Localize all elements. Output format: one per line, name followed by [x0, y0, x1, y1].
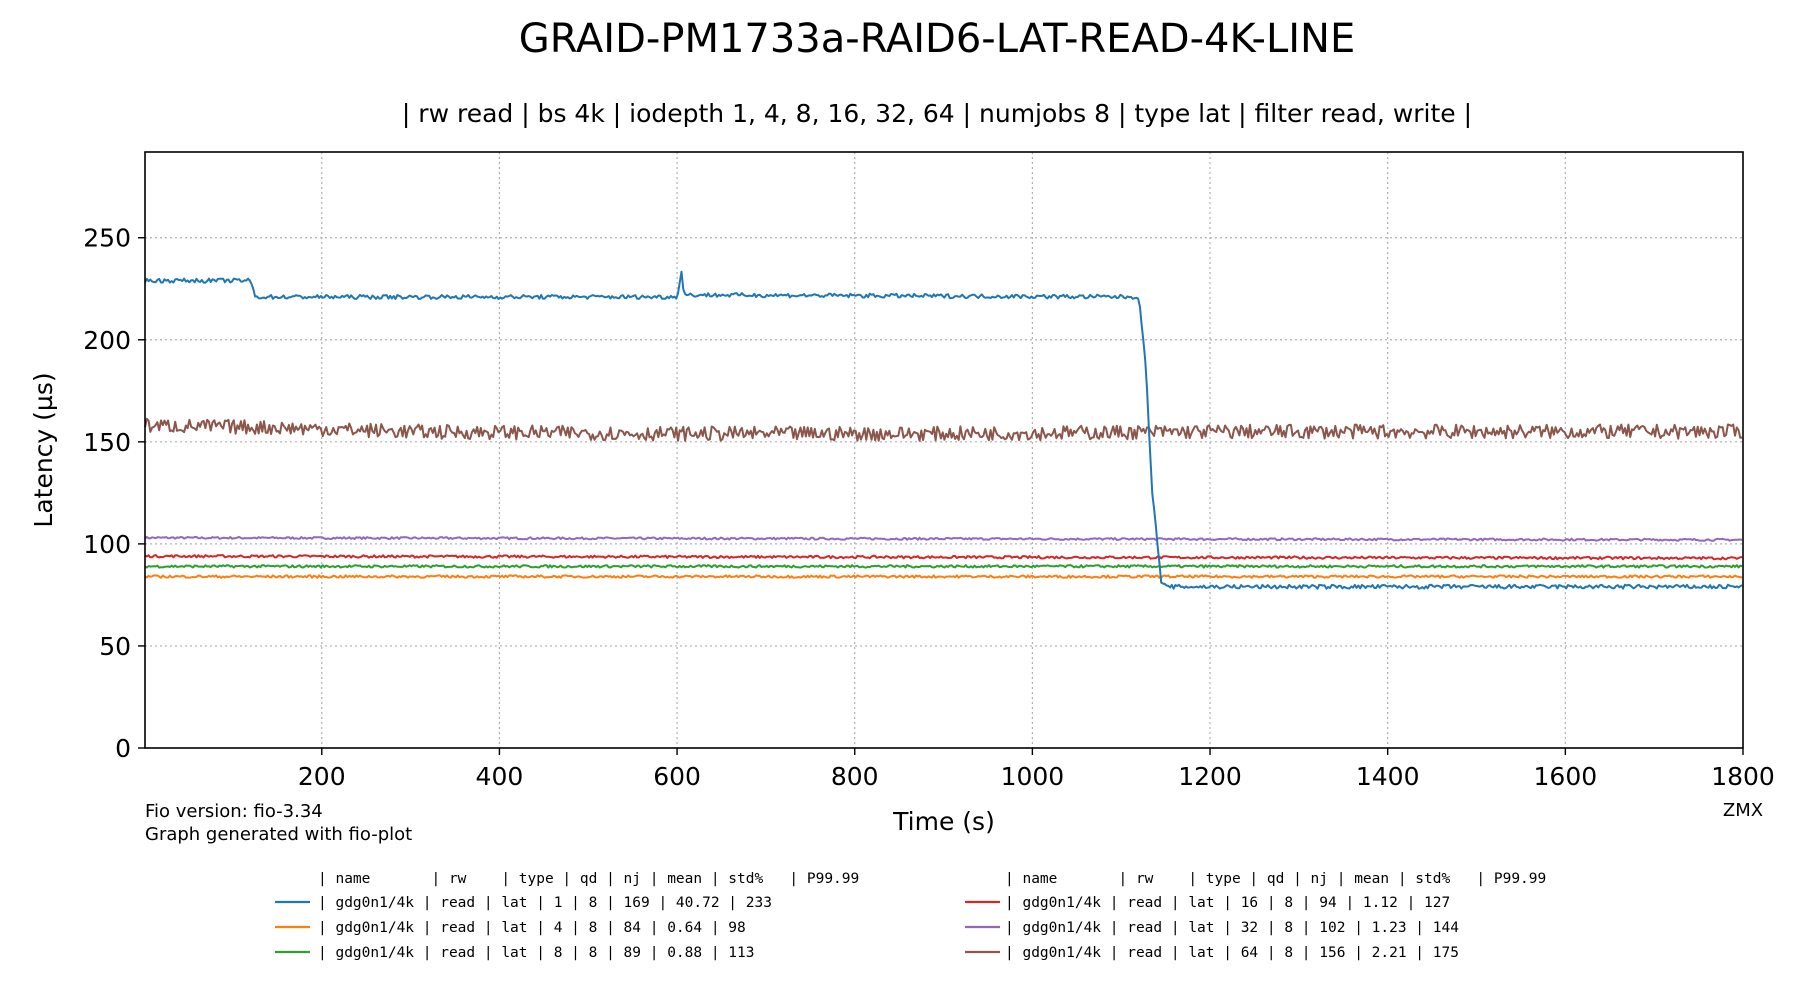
y-tick-label: 100 — [83, 530, 131, 559]
grid-lines — [145, 152, 1743, 748]
x-tick-label: 600 — [653, 762, 701, 791]
fio-version-note: Fio version: fio-3.34 — [145, 801, 323, 822]
legend-header-left: | name | rw | type | qd | nj | mean | st… — [318, 871, 859, 887]
legend-row: | gdg0n1/4k | read | lat | 8 | 8 | 89 | … — [318, 945, 755, 961]
y-tick-label: 200 — [83, 326, 131, 355]
corner-tag: ZMX — [1723, 800, 1763, 821]
series-line-3 — [144, 564, 1743, 569]
series-layer — [144, 270, 1743, 590]
legend-row: | gdg0n1/4k | read | lat | 64 | 8 | 156 … — [1005, 945, 1459, 961]
y-tick-label: 150 — [83, 428, 131, 457]
x-tick-label: 1600 — [1534, 762, 1598, 791]
y-tick-label: 0 — [115, 734, 131, 763]
legend-row: | gdg0n1/4k | read | lat | 1 | 8 | 169 |… — [318, 895, 772, 911]
chart-title: GRAID-PM1733a-RAID6-LAT-READ-4K-LINE — [519, 16, 1355, 62]
x-tick-label: 800 — [831, 762, 879, 791]
series-line-2 — [144, 574, 1743, 579]
axis-ticks: 200 400 600 800 1000 1200 1400 1600 1800 0 50 100 15… — [83, 224, 1775, 791]
x-tick-label: 400 — [476, 762, 524, 791]
series-line-6 — [144, 417, 1743, 442]
x-tick-label: 200 — [298, 762, 346, 791]
x-tick-label: 1200 — [1178, 762, 1242, 791]
y-axis-label: Latency (µs) — [29, 372, 58, 527]
legend-row: | gdg0n1/4k | read | lat | 32 | 8 | 102 … — [1005, 920, 1459, 936]
series-line-5 — [144, 535, 1743, 542]
y-tick-label: 250 — [83, 224, 131, 253]
x-tick-label: 1000 — [1001, 762, 1065, 791]
series-line-4 — [144, 554, 1743, 561]
x-tick-label: 1400 — [1356, 762, 1420, 791]
y-tick-label: 50 — [99, 632, 131, 661]
plot-frame — [144, 151, 1744, 749]
series-line-1 — [144, 270, 1743, 590]
legend-row: | gdg0n1/4k | read | lat | 16 | 8 | 94 |… — [1005, 895, 1450, 911]
chart-subtitle: | rw read | bs 4k | iodepth 1, 4, 8, 16,… — [402, 99, 1472, 128]
legend-row: | gdg0n1/4k | read | lat | 4 | 8 | 84 | … — [318, 920, 746, 936]
x-axis-label: Time (s) — [892, 807, 995, 836]
x-tick-label: 1800 — [1711, 762, 1775, 791]
legend-header-right: | name | rw | type | qd | nj | mean | st… — [1005, 871, 1546, 887]
fio-plot-note: Graph generated with fio-plot — [145, 824, 412, 845]
legend-table: | name | rw | type | qd | nj | mean | st… — [275, 871, 1546, 961]
